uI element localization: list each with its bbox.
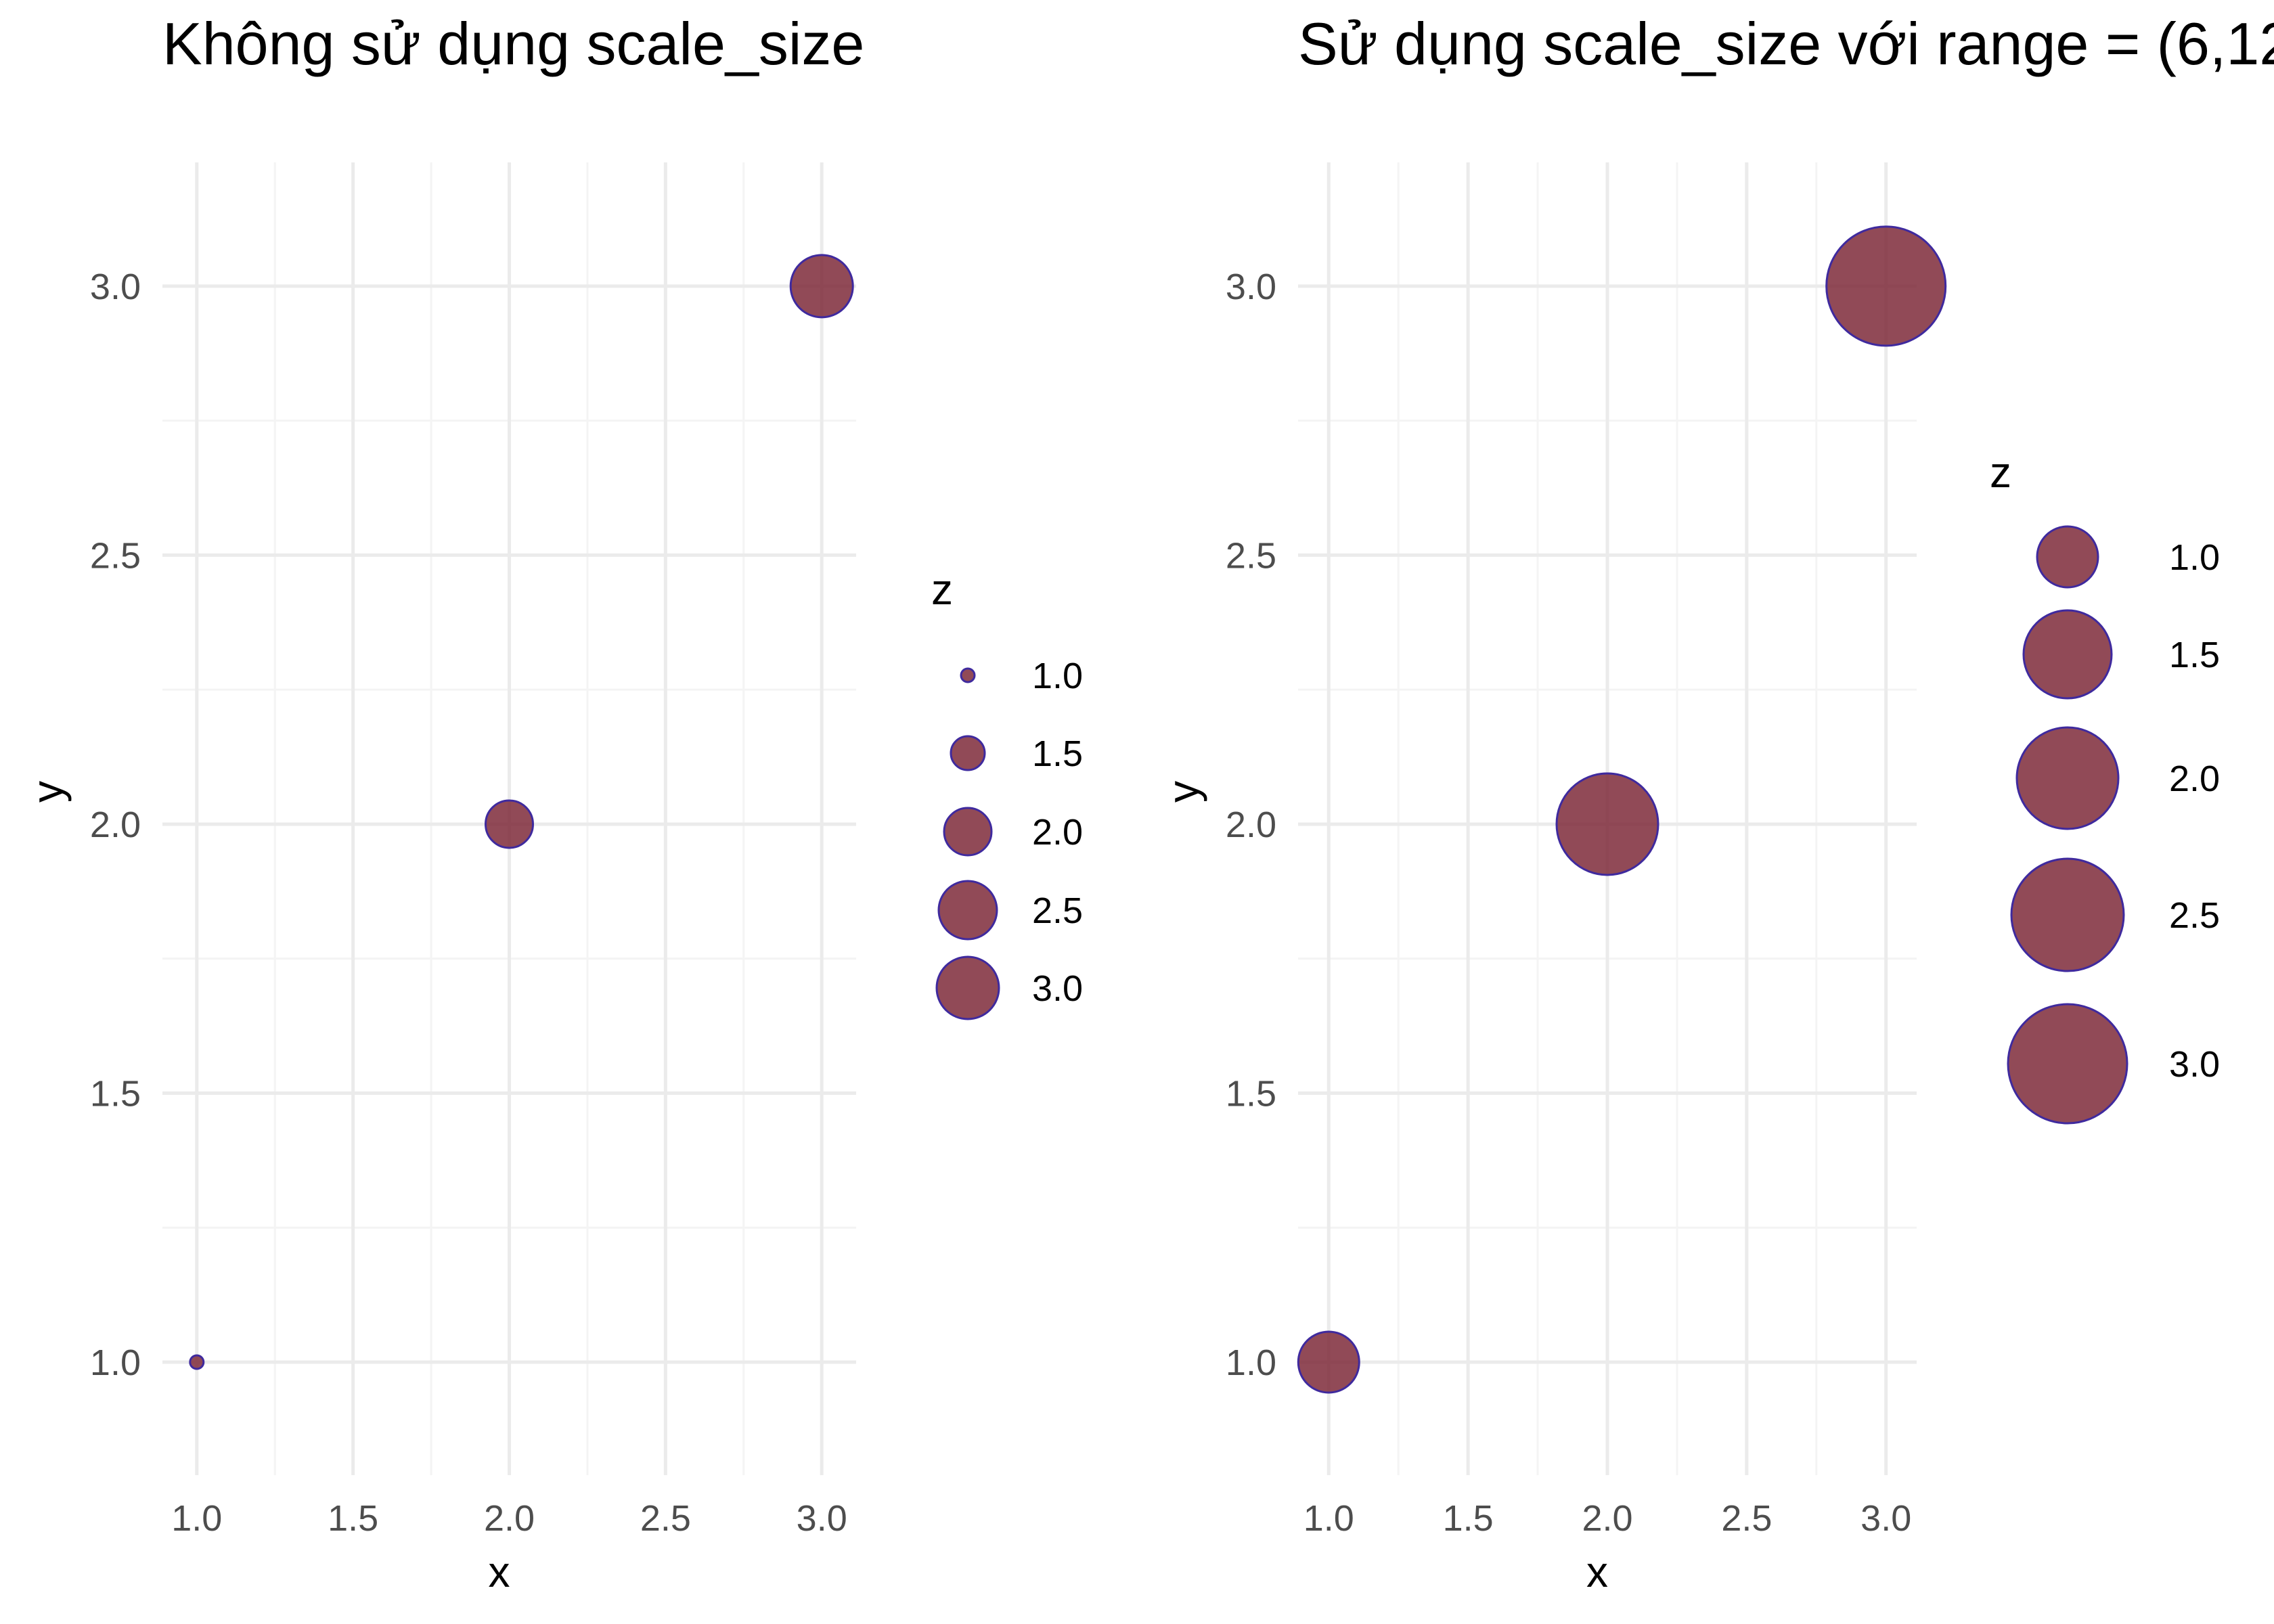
- x-tick-label: 1.5: [328, 1498, 378, 1539]
- y-tick-label: 2.0: [90, 805, 141, 845]
- legend: z 1.0 1.5 2.0 2.5 3.0: [931, 565, 1083, 1020]
- y-tick-label: 1.5: [1226, 1073, 1276, 1114]
- legend-title: z: [931, 565, 953, 614]
- data-point: [1825, 225, 1947, 347]
- legend-key: [2036, 525, 2099, 589]
- x-tick-label: 3.0: [797, 1498, 847, 1539]
- y-tick-label: 3.0: [1226, 267, 1276, 307]
- x-tick-label: 1.0: [1303, 1498, 1354, 1539]
- legend-label: 3.0: [2169, 1044, 2220, 1085]
- x-tick-label: 2.0: [484, 1498, 535, 1539]
- legend-key: [2010, 857, 2125, 972]
- x-tick-label: 2.0: [1582, 1498, 1632, 1539]
- legend-key: [960, 667, 976, 683]
- legend-label: 1.5: [2169, 635, 2220, 675]
- data-point: [1555, 772, 1659, 876]
- data-point: [485, 799, 534, 849]
- data-point: [1297, 1330, 1360, 1394]
- x-tick-label: 3.0: [1860, 1498, 1911, 1539]
- x-axis-label: x: [489, 1548, 510, 1596]
- y-axis-label: y: [23, 781, 72, 803]
- y-tick-label: 1.5: [90, 1073, 141, 1114]
- x-tick-label: 1.5: [1443, 1498, 1494, 1539]
- x-tick-label: 2.5: [640, 1498, 691, 1539]
- legend-label: 2.5: [1032, 890, 1083, 931]
- legend-key: [2007, 1003, 2128, 1125]
- legend-key: [943, 807, 993, 857]
- legend: z 1.0 1.5 2.0 2.5 3.0: [1990, 448, 2220, 1125]
- legend-key: [2022, 609, 2113, 700]
- legend-label: 2.5: [2169, 895, 2220, 936]
- legend-title: z: [1990, 448, 2011, 497]
- chart-title: Sử dụng scale_size với range = (6,12: [1298, 10, 2274, 77]
- legend-label: 1.0: [1032, 656, 1083, 696]
- legend-label: 2.0: [2169, 759, 2220, 799]
- legend-key: [935, 955, 1000, 1020]
- data-point: [789, 254, 854, 319]
- x-axis-label: x: [1586, 1548, 1608, 1596]
- legend-label: 2.0: [1032, 812, 1083, 853]
- legend-label: 1.5: [1032, 734, 1083, 774]
- y-tick-label: 1.0: [1226, 1343, 1276, 1383]
- panel-1: 1.0 1.5 2.0 2.5 3.0 1.0 1.5 2.0 2.5 3.0 x y Không sử…: [23, 10, 1083, 1596]
- legend-label: 1.0: [2169, 537, 2220, 578]
- x-tick-label: 2.5: [1721, 1498, 1772, 1539]
- y-axis-label: y: [1159, 781, 1207, 803]
- panel-2: 1.0 1.5 2.0 2.5 3.0 1.0 1.5 2.0 2.5 3.0 x y Sử dụng …: [1159, 10, 2274, 1596]
- data-point: [189, 1354, 205, 1370]
- y-tick-label: 2.0: [1226, 805, 1276, 845]
- legend-key: [2015, 726, 2120, 830]
- legend-key: [937, 880, 998, 941]
- y-tick-label: 2.5: [1226, 535, 1276, 576]
- legend-key: [950, 735, 986, 771]
- y-tick-label: 1.0: [90, 1343, 141, 1383]
- x-tick-label: 1.0: [171, 1498, 222, 1539]
- y-tick-label: 3.0: [90, 267, 141, 307]
- chart-title: Không sử dụng scale_size: [162, 10, 864, 77]
- y-tick-label: 2.5: [90, 535, 141, 576]
- legend-label: 3.0: [1032, 968, 1083, 1009]
